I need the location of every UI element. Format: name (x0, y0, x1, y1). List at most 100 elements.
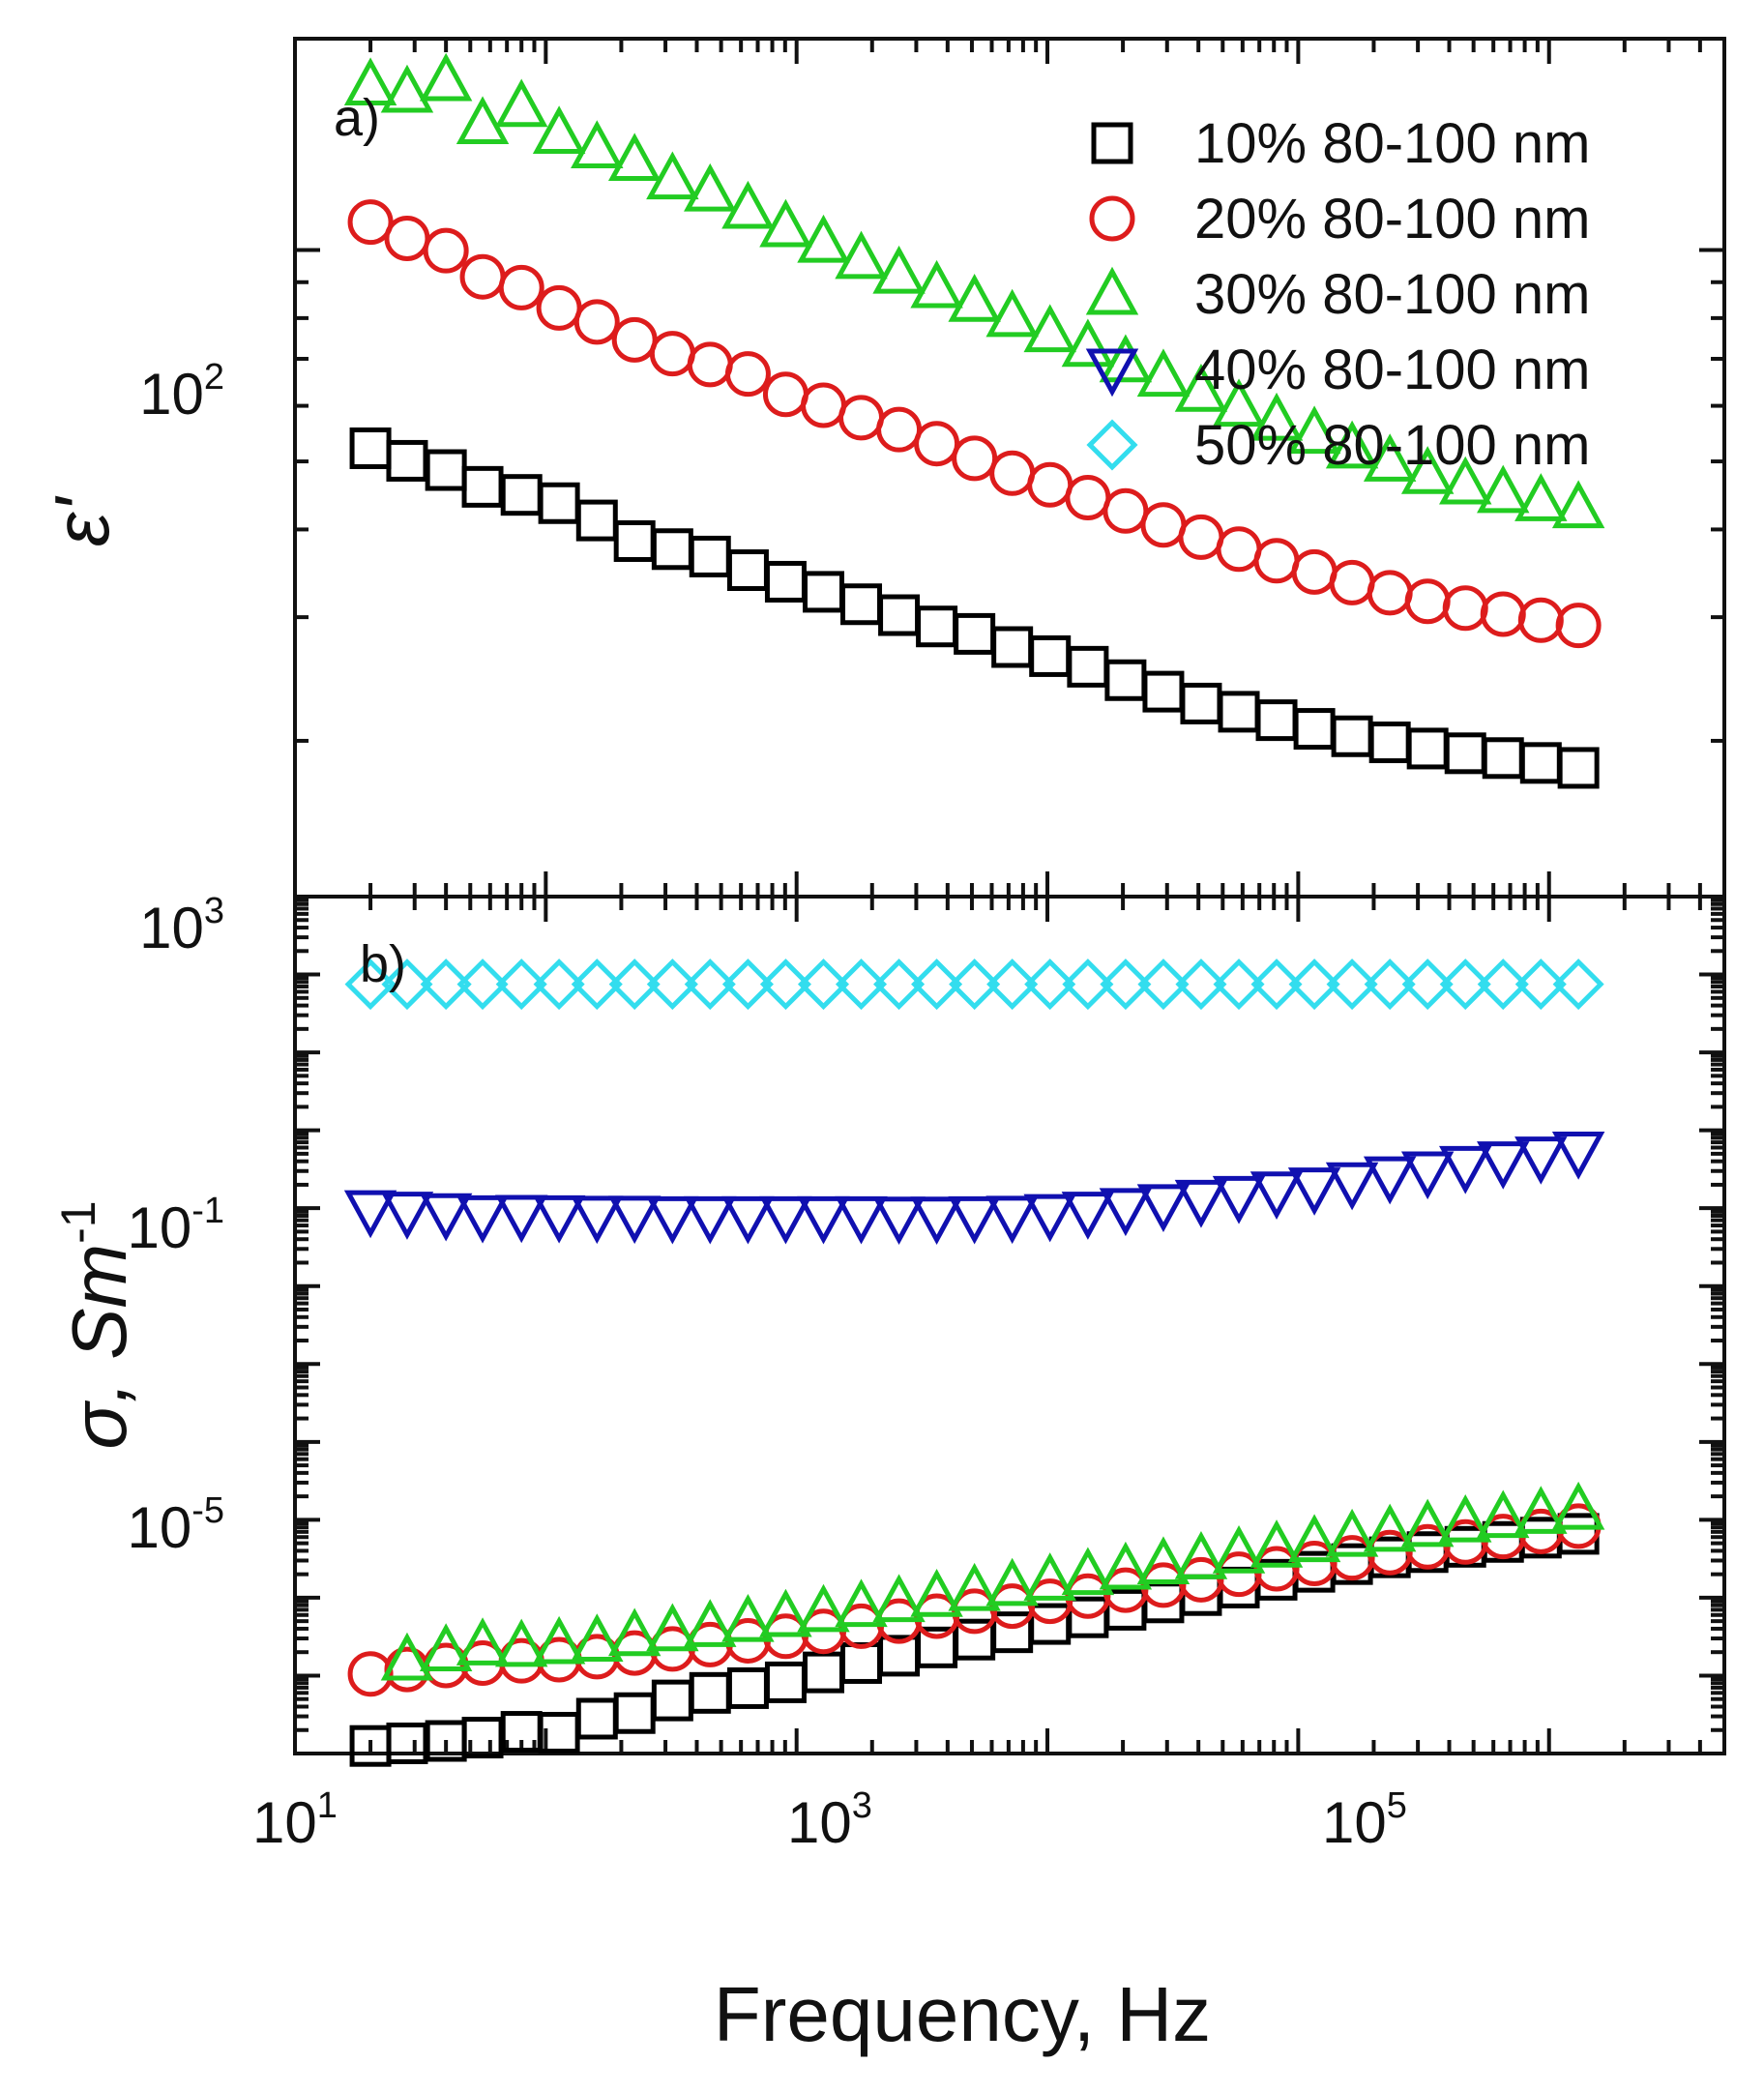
panel-b-series-5-point (1364, 958, 1416, 1011)
panel-b-series-4-point (1363, 1156, 1417, 1205)
panel-b-series-4-point (1439, 1145, 1492, 1194)
panel-b-series-3-point (607, 1607, 662, 1657)
panel-b-series-4-point (532, 1194, 586, 1244)
panel-a-series-3-point (1514, 473, 1568, 521)
panel-b-series-3-point (1325, 1508, 1379, 1557)
panel-b-series-4-point (872, 1196, 926, 1245)
panel-b-series-5-point (1326, 958, 1378, 1011)
panel-b-series-5-point (608, 958, 661, 1011)
panel-b-series-3-point (1136, 1536, 1191, 1585)
legend-marker-4 (1085, 348, 1139, 398)
panel-a-series-2-point (573, 299, 620, 345)
panel-b-series-5-point (1439, 958, 1491, 1011)
panel-b-series-5-point (495, 958, 547, 1011)
panel-a-series-3-point (343, 57, 397, 106)
x-tick-label-3: 105 (1322, 1785, 1407, 1855)
panel-b-series-3-point (684, 1599, 737, 1647)
legend-marker-2 (1089, 195, 1135, 242)
panel-a-series-3-point (1174, 363, 1228, 412)
panel-a-series-3-point (835, 230, 888, 280)
panel-b-ytick-label-bottom: 10-5 (127, 1490, 224, 1560)
panel-a-series-3-point (1023, 304, 1076, 353)
panel-b-series-5-point (420, 958, 472, 1011)
legend-marker-1 (1091, 122, 1133, 164)
legend-label-4: 40% 80-100 nm (1194, 339, 1590, 401)
panel-a-series-3-point (721, 180, 775, 229)
panel-b-series-3-point (1363, 1503, 1417, 1552)
panel-b-series-4-point (910, 1196, 963, 1245)
panel-b-series-5-point (381, 958, 433, 1011)
legend: 10% 80-100 nm 20% 80-100 nm 30% 80-100 nm 4… (1085, 112, 1590, 477)
panel-b-series-4-point (607, 1195, 662, 1245)
panel-a-series-3-point (1212, 378, 1266, 427)
panel-b-series-2-point (347, 1651, 394, 1697)
panel-b-series-3-point (948, 1562, 1001, 1611)
panel-b-points (343, 958, 1605, 1767)
x-tick-label-1: 101 (252, 1785, 338, 1855)
panel-b-series-3-point (797, 1583, 850, 1633)
x-axis-title: Frequency, Hz (714, 1971, 1211, 2057)
panel-b-series-3-point (1212, 1525, 1266, 1574)
panel-a-series-3-point (1551, 480, 1605, 529)
panel-b-series-4-point (985, 1195, 1039, 1245)
panel-b-series-5-point (646, 958, 698, 1011)
panel-b-series-4-point (1400, 1151, 1455, 1200)
panel-b-series-3-point (1250, 1519, 1304, 1568)
panel-b-series-4-point (684, 1195, 737, 1245)
panel-b-series-3-point (872, 1574, 926, 1623)
panel-b-series-3-point (835, 1578, 888, 1628)
panel-b-series-5-point (911, 958, 963, 1011)
panel-b-series-4-point (1061, 1192, 1115, 1240)
panel-a-series-3-point (1477, 464, 1530, 514)
panel-b-series-5-point (949, 958, 1001, 1011)
panel-b-series-3-point (571, 1613, 624, 1662)
panel-a-series-3-point (571, 120, 624, 168)
panel-b-series-5-point (1024, 958, 1076, 1011)
panel-b-series-5-point (1175, 958, 1227, 1011)
panel-b-series-5-point (1100, 958, 1152, 1011)
panel-b-series-4-point (419, 1193, 473, 1242)
panel-b-series-5-point (1288, 958, 1340, 1011)
panel-a-series-2-point (423, 227, 469, 274)
panel-b-series-3-point (1287, 1514, 1341, 1563)
panel-b-series-4-point (1212, 1175, 1266, 1224)
panel-b-series-4-point (1477, 1141, 1530, 1190)
panel-b-series-5-point (1062, 958, 1114, 1011)
panel-b-series-3-point (985, 1557, 1039, 1607)
legend-marker-5 (1086, 419, 1138, 471)
panel-a-series-2-point (914, 421, 960, 467)
panel-b-series-5-point (1250, 958, 1303, 1011)
panel-b-series-4-point (571, 1195, 624, 1245)
panel-b-series-3-point (1023, 1552, 1076, 1601)
panel-b-series-4-point (1174, 1179, 1228, 1228)
x-tick-label-2: 103 (787, 1785, 872, 1855)
panel-a-series-3-point (380, 64, 434, 113)
panel-b-series-5-point (533, 958, 585, 1011)
panel-a-series-3-point (456, 96, 510, 145)
legend-marker-3 (1085, 266, 1139, 315)
panel-b-series-3-point (380, 1632, 434, 1681)
panel-a-series-3-point (1400, 446, 1455, 494)
panel-a-series-3-point (1439, 456, 1492, 505)
panel-b-series-4-point (380, 1192, 434, 1240)
panel-b-series-3-point (1514, 1486, 1568, 1534)
panel-a-label: a) (334, 89, 380, 147)
panel-b-ticks (293, 895, 1726, 1755)
panel-b-series-4-point (835, 1195, 888, 1245)
panel-a-series-3-point (1287, 405, 1341, 455)
panel-a-series-3-point (1250, 392, 1304, 441)
panel-a-points (343, 52, 1605, 789)
panel-a: a) 102 ε' 10% 80-100 nm 20% 80-100 nm 30% … (39, 37, 1726, 899)
panel-a-y-axis-title: ε' (39, 495, 125, 546)
panel-b-series-4-point (1551, 1132, 1605, 1180)
panel-b-label: b) (360, 935, 406, 993)
panel-a-series-3-point (985, 288, 1039, 338)
panel-a-series-1-point (1557, 747, 1600, 789)
panel-b-series-4-point (1250, 1171, 1304, 1220)
panel-b-series-3-point (646, 1603, 699, 1652)
panel-a-series-2-point (498, 264, 544, 310)
panel-b-series-3-point (532, 1615, 586, 1665)
panel-a-series-3-point (494, 78, 548, 128)
panel-b-series-3-point (1099, 1541, 1153, 1590)
